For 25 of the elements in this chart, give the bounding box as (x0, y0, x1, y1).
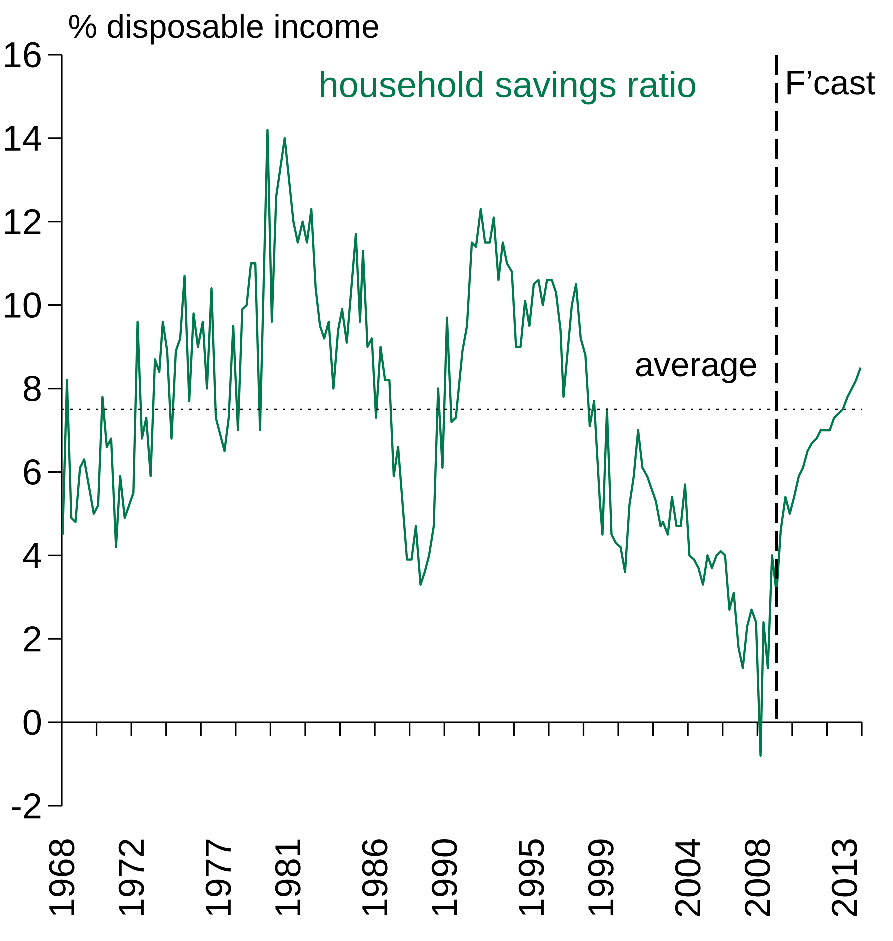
x-tick-label: 1981 (275, 840, 301, 916)
y-tick-label: 6 (24, 459, 41, 485)
x-tick-label: 2013 (832, 840, 858, 916)
x-tick-label: 1977 (206, 840, 232, 916)
y-tick-label: 8 (24, 376, 41, 402)
ref-line-label: average (636, 358, 756, 384)
x-tick-label: 2008 (744, 840, 770, 916)
x-tick-label: 2004 (675, 839, 701, 916)
y-tick-label: 14 (5, 126, 42, 151)
y-tick-label: 10 (5, 292, 42, 318)
y-tick-label: 12 (5, 209, 41, 234)
x-tick-label: 1986 (362, 840, 388, 916)
x-tick-label: 1968 (49, 840, 75, 916)
x-tick-label: 1999 (588, 840, 614, 916)
y-tick-label: 4 (23, 543, 42, 568)
y-tick-label: 16 (5, 42, 41, 68)
x-tick-label: 1995 (518, 840, 544, 916)
x-tick-label: 1972 (118, 840, 144, 916)
y-tick-label: 2 (24, 626, 41, 652)
y-tick-label: 0 (24, 710, 42, 736)
chart-title: household savings ratio (321, 71, 696, 105)
x-tick-label: 1990 (432, 840, 458, 916)
y-tick-label: -2 (12, 793, 41, 819)
y-axis-title: % disposable income (69, 14, 378, 45)
ref-line-label: F’cast (788, 71, 876, 95)
